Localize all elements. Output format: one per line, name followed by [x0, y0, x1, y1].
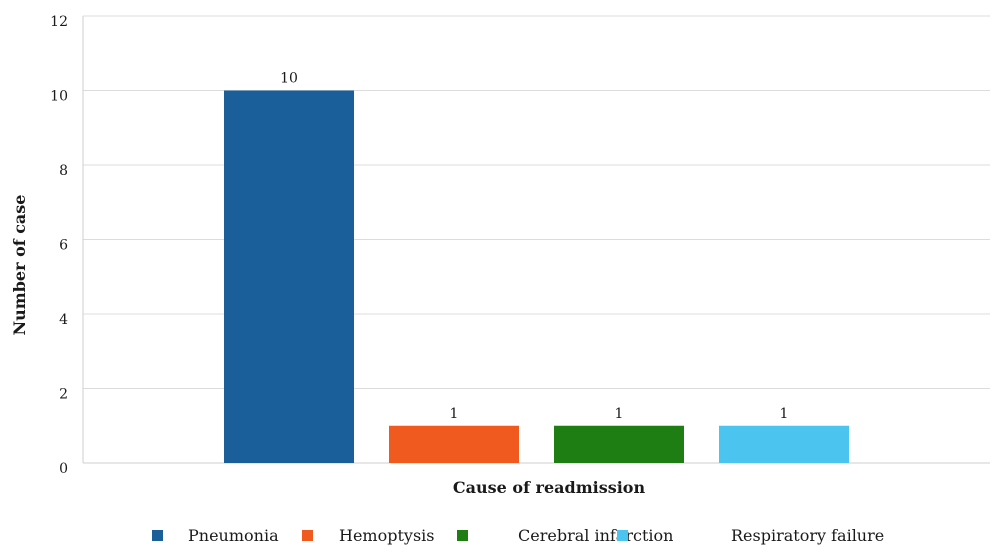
data-label: 1 [450, 406, 459, 422]
legend-label: Cerebral infarction [518, 526, 673, 545]
bar-cerebral-infarction [554, 425, 684, 463]
y-axis-title: Number of case [10, 195, 29, 336]
data-label: 1 [780, 406, 789, 422]
data-label: 10 [280, 71, 298, 87]
legend-swatch [617, 530, 628, 541]
y-tick-label: 8 [59, 163, 68, 179]
gridlines [83, 15, 990, 389]
bars [224, 90, 849, 463]
legend-swatch [152, 530, 163, 541]
bar-hemoptysis [389, 425, 519, 463]
legend: Pneumonia Hemoptysis Cerebral infarction Re… [152, 526, 884, 545]
data-label: 1 [615, 406, 624, 422]
y-tick-label: 4 [59, 312, 68, 328]
legend-swatch [302, 530, 313, 541]
data-labels: 10 1 1 1 [280, 71, 788, 422]
legend-label: Pneumonia [188, 526, 279, 545]
y-tick-label: 6 [59, 238, 68, 254]
y-tick-label: 2 [59, 387, 68, 403]
bar-respiratory-failure [719, 425, 849, 463]
x-axis-title: Cause of readmission [453, 478, 646, 497]
y-tick-label: 0 [59, 461, 68, 477]
y-tick-label: 12 [50, 14, 68, 30]
legend-label: Respiratory failure [731, 526, 884, 545]
y-tick-label: 10 [50, 89, 68, 105]
legend-label: Hemoptysis [339, 526, 434, 545]
bar-pneumonia [224, 90, 354, 463]
y-tick-labels: 0 2 4 6 8 10 12 [50, 14, 68, 477]
legend-swatch [457, 530, 468, 541]
